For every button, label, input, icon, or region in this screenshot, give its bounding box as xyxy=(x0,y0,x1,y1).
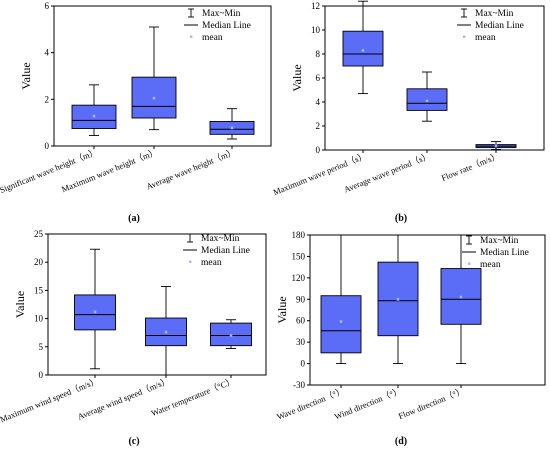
mean-marker xyxy=(494,144,498,148)
iqr-box xyxy=(320,295,362,354)
legend-label-mean: mean xyxy=(202,33,223,43)
y-tick-label: 30 xyxy=(296,337,306,347)
legend-label-median: Median Line xyxy=(475,21,524,31)
mean-marker xyxy=(164,330,168,334)
legend-label-mean: mean xyxy=(201,258,222,268)
box-1: Maximum wave period（s） xyxy=(272,0,384,197)
legend-label-mean: mean xyxy=(475,33,496,43)
legend-mean-symbol xyxy=(190,35,193,38)
category-label: Average wave height（m） xyxy=(145,147,237,192)
y-tick-label: 0 xyxy=(39,370,44,380)
category-label: Flow direction（°） xyxy=(397,386,466,422)
mean-marker xyxy=(230,126,234,130)
box-3: Flow rate（m/s） xyxy=(440,141,517,183)
y-tick-label: 20 xyxy=(34,257,44,267)
y-tick-label: 90 xyxy=(296,294,306,304)
y-axis-label: Value xyxy=(19,62,33,89)
y-tick-label: 2 xyxy=(45,94,50,104)
y-tick-label: 5 xyxy=(39,342,44,352)
y-tick-label: 0 xyxy=(45,141,50,151)
y-tick-label: 180 xyxy=(292,230,306,240)
box-1: Wave direction（°） xyxy=(275,234,362,422)
legend: Max~Min Median Line mean xyxy=(183,233,250,268)
mean-marker xyxy=(361,48,365,52)
plot-frame xyxy=(53,5,272,147)
legend-label-maxmin: Max~Min xyxy=(475,9,514,19)
y-axis-label: Value xyxy=(13,291,27,318)
y-tick-label: 12 xyxy=(311,1,320,11)
box-2: Average wave period（s） xyxy=(342,71,448,194)
legend: Max~Min Median Line mean xyxy=(462,235,529,270)
y-axis-label: Value xyxy=(275,296,289,323)
mean-marker xyxy=(92,114,96,118)
legend-label-maxmin: Max~Min xyxy=(202,9,241,19)
box-3: Average wave height（m） xyxy=(145,108,255,192)
mean-marker xyxy=(425,99,429,103)
y-tick-label: 2 xyxy=(316,121,321,131)
legend-mean-symbol xyxy=(189,260,192,263)
legend-label-median: Median Line xyxy=(202,21,251,31)
y-tick-label: 10 xyxy=(34,314,44,324)
y-tick-label: 25 xyxy=(34,229,44,239)
y-tick-label: 0 xyxy=(316,145,321,155)
mean-marker xyxy=(396,297,400,301)
y-tick-label: 6 xyxy=(45,1,50,11)
y-tick-label: 15 xyxy=(34,285,44,295)
plot-frame xyxy=(309,234,546,386)
legend: Max~Min Median Line mean xyxy=(457,8,524,43)
panel-label: (d) xyxy=(395,436,407,447)
panel-label: (b) xyxy=(395,213,407,224)
y-tick-label: 8 xyxy=(316,49,321,59)
y-tick-label: 60 xyxy=(296,316,306,326)
iqr-box xyxy=(342,30,384,67)
category-label: Flow rate（m/s） xyxy=(440,151,501,183)
y-tick-label: 4 xyxy=(316,97,321,107)
legend: Max~Min Median Line mean xyxy=(184,8,251,43)
panel-label: (a) xyxy=(128,213,140,224)
y-tick-label: 6 xyxy=(316,73,321,83)
mean-marker xyxy=(339,319,343,323)
y-tick-label: 4 xyxy=(45,48,50,58)
category-label: Significant wave height（m） xyxy=(0,147,99,195)
legend-label-median: Median Line xyxy=(480,248,529,258)
legend-mean-symbol xyxy=(468,262,471,265)
legend-label-median: Median Line xyxy=(201,246,250,256)
y-tick-label: -30 xyxy=(293,380,305,390)
y-tick-label: 150 xyxy=(292,251,306,261)
box-1: Maximum wind speed（m/s） xyxy=(0,248,116,424)
y-tick-label: 120 xyxy=(292,273,306,283)
legend-label-maxmin: Max~Min xyxy=(201,234,240,244)
legend-label-maxmin: Max~Min xyxy=(480,236,519,246)
panel-label: (c) xyxy=(128,436,139,447)
mean-marker xyxy=(152,96,156,100)
mean-marker xyxy=(459,295,463,299)
y-tick-label: 0 xyxy=(301,359,306,369)
mean-marker xyxy=(93,310,97,314)
plot-frame xyxy=(47,233,267,376)
y-tick-label: 10 xyxy=(311,25,321,35)
y-axis-label: Value xyxy=(290,64,304,91)
legend-mean-symbol xyxy=(463,35,466,38)
legend-label-mean: mean xyxy=(480,260,501,270)
mean-marker xyxy=(229,334,233,337)
